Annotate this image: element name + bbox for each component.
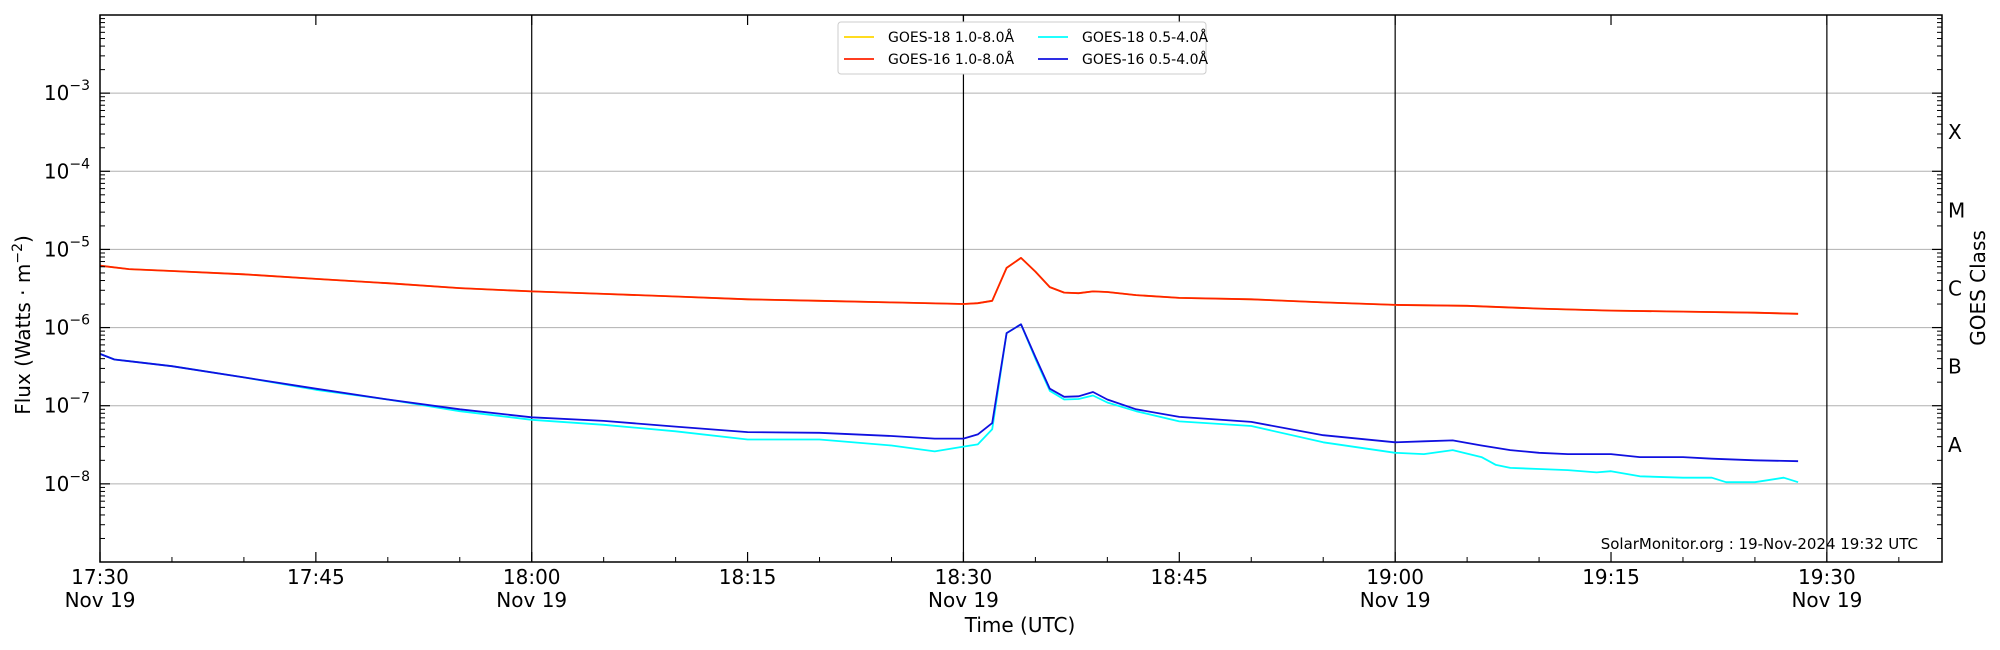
x-tick-label-time: 19:15 xyxy=(1582,565,1640,589)
x-tick-label-time: 18:00 xyxy=(503,565,561,589)
y-tick-label: 10−5 xyxy=(44,234,90,261)
y-axis-title-main: Flux (Watts · m xyxy=(11,264,35,415)
x-tick-label-time: 19:00 xyxy=(1366,565,1424,589)
x-tick-label-time: 17:45 xyxy=(287,565,345,589)
goes-class-axis-title: GOES Class xyxy=(1966,230,1990,346)
y-tick-label-base: 10 xyxy=(44,316,69,340)
legend-entry-label: GOES-16 1.0-8.0Å xyxy=(888,51,1014,68)
x-tick-label-time: 18:30 xyxy=(935,565,993,589)
y-tick-label-exponent: −6 xyxy=(69,313,90,329)
y-tick-label: 10−6 xyxy=(44,313,90,340)
y-tick-label-base: 10 xyxy=(44,159,69,183)
goes-class-label: C xyxy=(1948,277,1962,301)
y-axis-title-exponent: −2 xyxy=(10,243,26,264)
y-tick-label-base: 10 xyxy=(44,394,69,418)
series-line xyxy=(99,323,1799,463)
goes-class-label: A xyxy=(1948,433,1962,457)
vertical-day-lines xyxy=(531,15,1828,562)
x-tick-label-date: Nov 19 xyxy=(496,588,567,612)
x-tick-label-date: Nov 19 xyxy=(928,588,999,612)
legend-entry-label: GOES-18 0.5-4.0Å xyxy=(1082,29,1208,46)
x-tick-label-time: 19:30 xyxy=(1798,565,1856,589)
goes-class-label: X xyxy=(1948,120,1962,144)
y-axis-title: Flux (Watts · m−2) xyxy=(10,235,35,415)
plot-area-frame xyxy=(99,14,1943,563)
tick-layer xyxy=(99,15,1942,562)
x-tick-label-date: Nov 19 xyxy=(1791,588,1862,612)
series-line xyxy=(99,256,1799,315)
y-tick-label: 10−4 xyxy=(44,156,90,183)
y-tick-label: 10−7 xyxy=(44,391,90,418)
x-tick-label-date: Nov 19 xyxy=(65,588,136,612)
x-axis-title: Time (UTC) xyxy=(964,613,1076,637)
x-tick-label-time: 18:45 xyxy=(1150,565,1208,589)
y-tick-label-base: 10 xyxy=(44,472,69,496)
y-tick-label: 10−3 xyxy=(44,78,90,105)
y-tick-label-exponent: −7 xyxy=(69,391,90,407)
legend-box xyxy=(837,21,1207,75)
y-tick-label: 10−8 xyxy=(44,469,90,496)
series-line xyxy=(99,323,1799,484)
y-tick-label-exponent: −5 xyxy=(69,234,90,250)
x-tick-label-date: Nov 19 xyxy=(1360,588,1431,612)
credit-text: SolarMonitor.org : 19-Nov-2024 19:32 UTC xyxy=(1601,535,1918,553)
goes-class-label: M xyxy=(1948,198,1965,222)
grid-layer xyxy=(100,92,1942,485)
legend-entry-label: GOES-18 1.0-8.0Å xyxy=(888,29,1014,46)
x-tick-label-time: 17:30 xyxy=(71,565,129,589)
legend: GOES-18 1.0-8.0Å GOES-16 1.0-8.0Å GOES-18 … xyxy=(837,21,1208,75)
y-tick-label-base: 10 xyxy=(44,237,69,261)
legend-entry-label: GOES-16 0.5-4.0Å xyxy=(1082,51,1208,68)
x-tick-label-time: 18:15 xyxy=(719,565,777,589)
series-layer xyxy=(99,256,1799,484)
y-tick-label-exponent: −4 xyxy=(69,156,90,172)
y-tick-label-exponent: −8 xyxy=(69,469,90,485)
goes-class-label: B xyxy=(1948,355,1962,379)
series-line xyxy=(99,256,1799,315)
y-axis-title-close: ) xyxy=(11,235,35,243)
y-tick-label-exponent: −3 xyxy=(69,78,90,94)
y-tick-label-base: 10 xyxy=(44,81,69,105)
